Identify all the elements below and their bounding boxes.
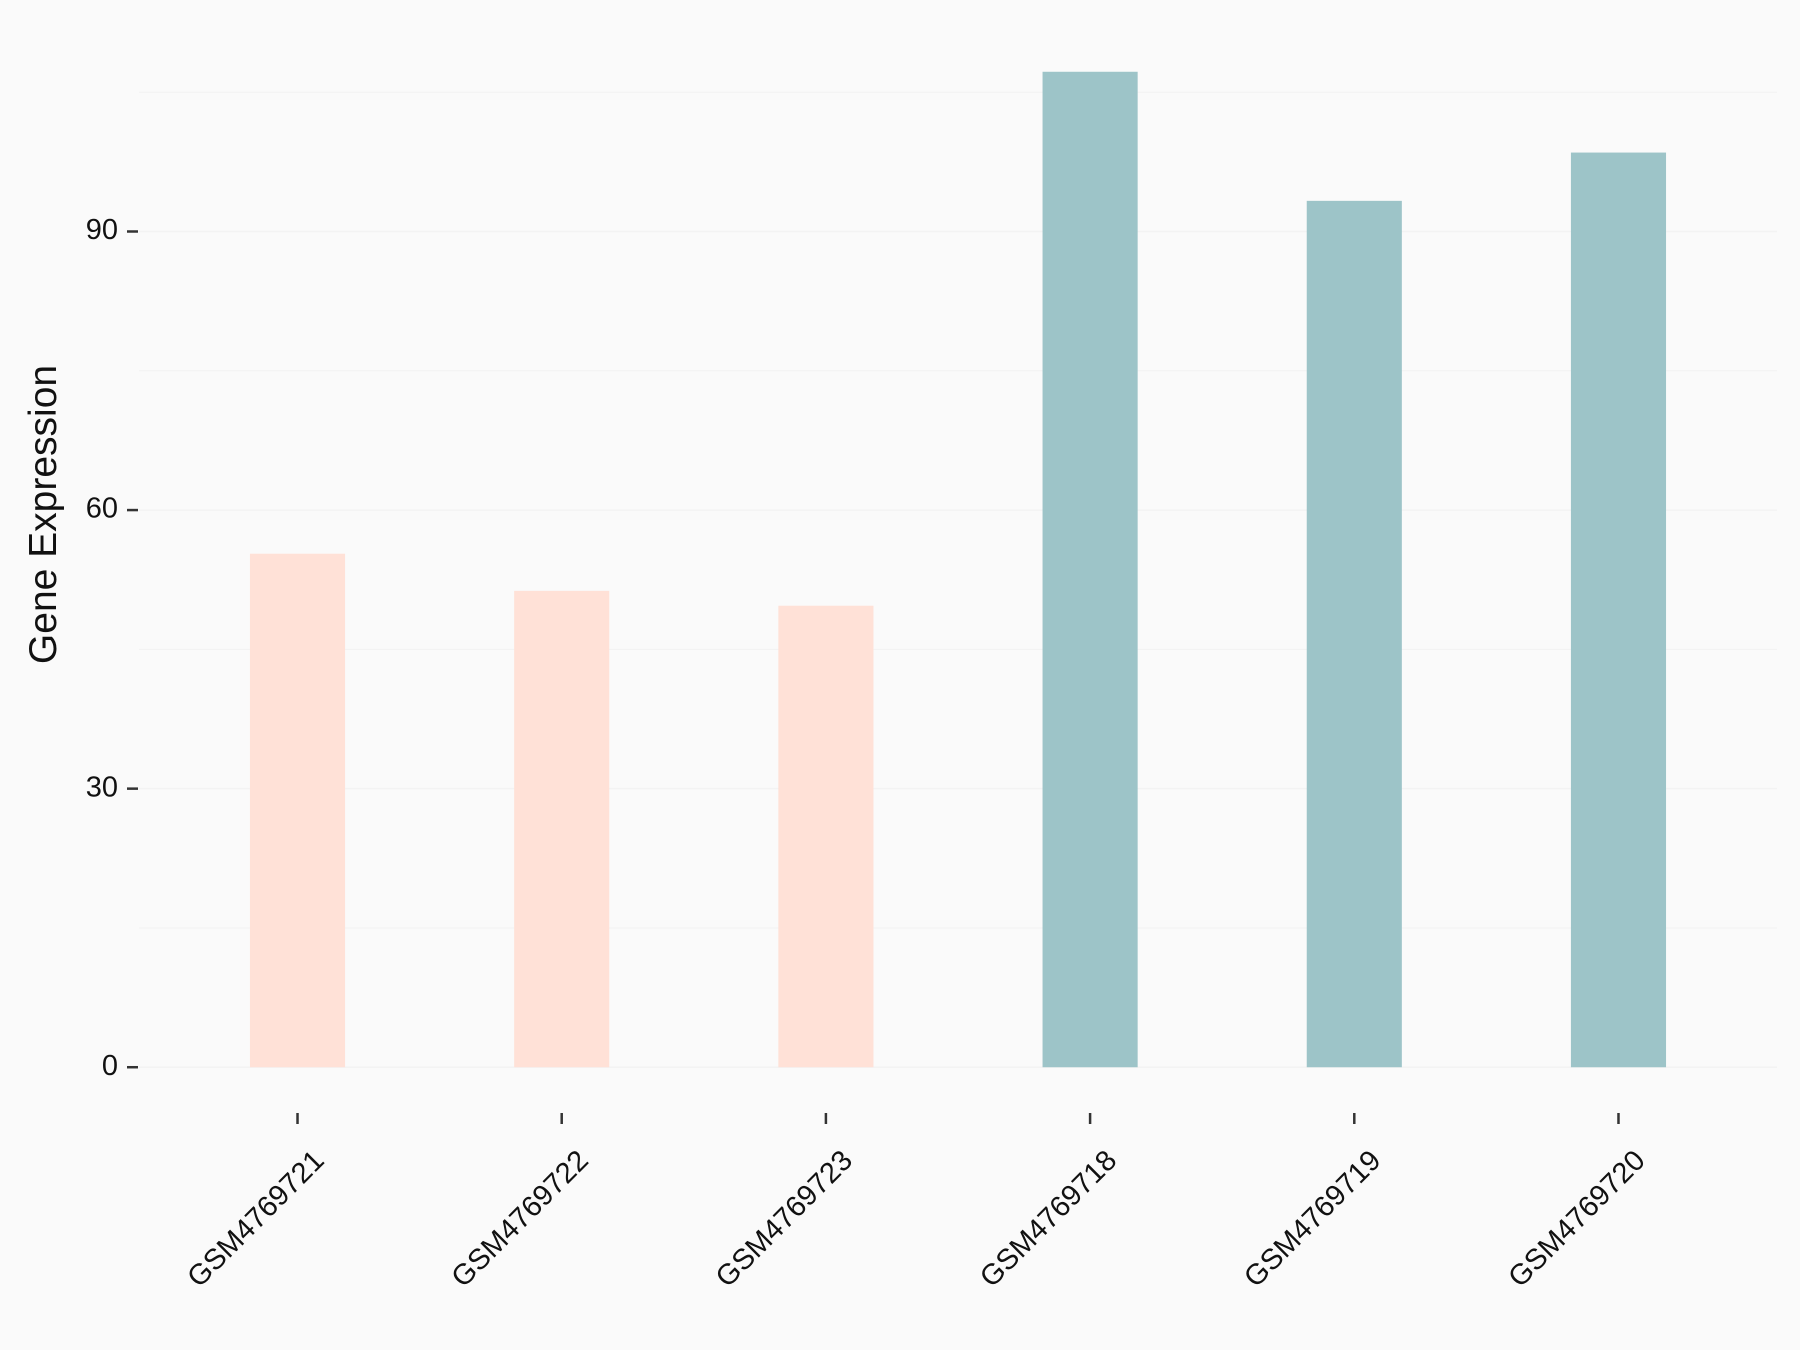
bar <box>778 605 874 1068</box>
y-axis-title: Gene Expression <box>22 365 65 664</box>
y-tick-label: 90 <box>86 214 118 246</box>
bar <box>249 553 346 1068</box>
y-tick-label: 0 <box>102 1050 118 1082</box>
bar <box>1042 71 1138 1068</box>
bar <box>1570 152 1667 1068</box>
bar <box>1306 200 1402 1068</box>
bar <box>514 590 610 1068</box>
y-tick-label: 60 <box>86 493 118 525</box>
y-tick-label: 30 <box>86 771 118 803</box>
